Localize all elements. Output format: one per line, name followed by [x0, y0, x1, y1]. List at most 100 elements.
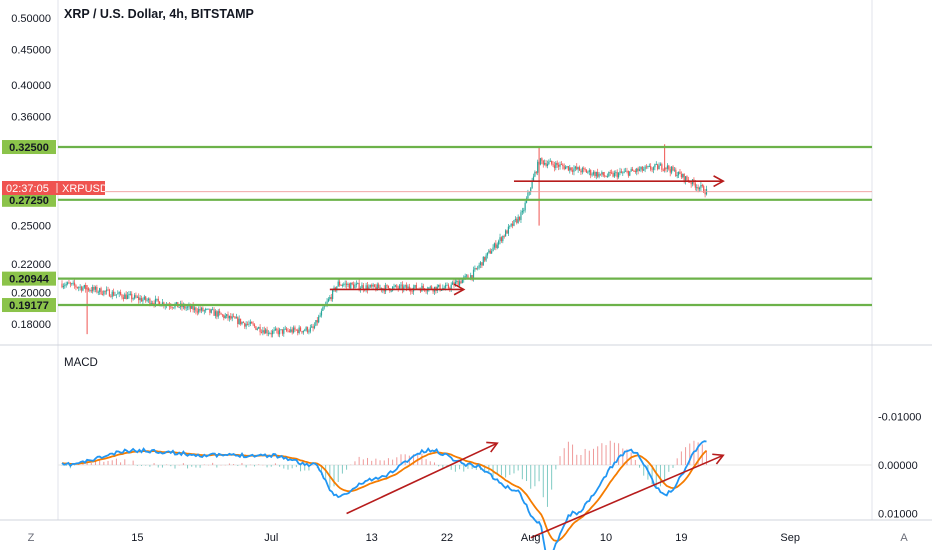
candle-body [230, 315, 232, 319]
candle-body [62, 285, 64, 288]
candle-body [700, 184, 702, 188]
macd-hist-bar [496, 465, 498, 474]
price-tick-label: 0.20000 [11, 287, 51, 299]
candle-body [581, 168, 583, 173]
zoom-button[interactable]: Z [22, 528, 40, 546]
candle-body [492, 247, 494, 252]
price-axis-ticks: 0.50000 0.45000 0.40000 0.36000 0.25000 0.220… [11, 13, 51, 331]
candle-body [252, 323, 254, 325]
candle-body [138, 296, 140, 301]
macd-tick-label: 0.01000 [878, 509, 918, 521]
price-tick-label: 0.36000 [11, 111, 51, 123]
candle-body [326, 301, 328, 305]
macd-hist-bar [191, 465, 193, 467]
candle-body [665, 167, 667, 169]
candle-body [125, 294, 127, 300]
level-label-text: 0.20944 [9, 274, 50, 286]
candle-body [523, 210, 525, 212]
candle-body [509, 225, 511, 227]
candle-body [627, 171, 629, 176]
candle-body [248, 323, 250, 325]
macd-hist-bar [187, 465, 189, 469]
candle-body [107, 289, 109, 291]
candle-body [400, 284, 402, 286]
candle-body [262, 330, 264, 333]
candle-body [535, 171, 537, 173]
trend-arrows [329, 175, 725, 296]
auto-scale-button[interactable]: A [900, 532, 908, 544]
macd-hist-bar [592, 448, 594, 465]
macd-hist-bar [576, 454, 578, 465]
time-tick-label: 22 [441, 532, 453, 544]
candle-body [318, 316, 320, 323]
candle-body [171, 307, 173, 308]
candle-body [514, 219, 516, 220]
candle-body [114, 294, 116, 296]
macd-hist-bar [350, 464, 352, 466]
level-label-2[interactable]: 0.20944 [2, 271, 56, 286]
macd-hist-bar [375, 458, 377, 465]
macd-tick-label: 0.00000 [878, 460, 918, 472]
macd-hist-bar [283, 465, 285, 469]
candle-body [580, 170, 582, 173]
candle-body [128, 294, 130, 296]
candle-body [531, 180, 533, 189]
macd-hist-bar [65, 465, 67, 467]
candle-body [79, 286, 81, 288]
arrow-shaft[interactable] [530, 454, 724, 539]
macd-hist-bar [534, 465, 536, 487]
candle-body [563, 166, 565, 170]
candle-body [244, 322, 246, 327]
macd-hist-bar [174, 465, 176, 469]
candle-body [496, 244, 498, 248]
candle-body [690, 182, 692, 185]
candle-body [146, 300, 148, 301]
candle-body [69, 283, 71, 285]
candle-body [559, 164, 561, 167]
candle-body [83, 285, 85, 288]
macd-hist-bar [333, 465, 335, 487]
candle-body [228, 315, 230, 319]
candle-body [555, 162, 557, 169]
macd-hist-bar [463, 465, 465, 472]
candle-body [369, 285, 371, 287]
candle-body [511, 223, 514, 226]
candle-body [131, 293, 133, 300]
candle-body [196, 311, 198, 313]
macd-hist-bar [320, 465, 322, 475]
level-label-1[interactable]: 0.27250 [2, 192, 56, 207]
level-label-0[interactable]: 0.32500 [2, 140, 56, 155]
candle-body [75, 285, 77, 288]
macd-hist-bar [203, 464, 205, 465]
macd-hist-bar [705, 450, 707, 465]
level-label-3[interactable]: 0.19177 [2, 298, 56, 313]
candle-body [110, 296, 112, 298]
candle-body [269, 333, 271, 335]
candle-body [532, 176, 535, 181]
arrow-shaft[interactable] [346, 442, 498, 515]
candle-body [570, 167, 572, 171]
candle-body [672, 166, 674, 171]
candle-body [583, 168, 585, 169]
macd-hist-bar [567, 441, 569, 465]
macd-hist-bar [304, 465, 306, 471]
candle-body [351, 282, 353, 285]
candle-body [397, 287, 399, 289]
candle-body [615, 172, 617, 174]
macd-hist-bar [563, 448, 565, 465]
candle-body [309, 327, 311, 332]
candle-body [231, 316, 233, 319]
candle-body [80, 286, 83, 291]
macd-hist-bar [555, 465, 557, 470]
candle-body [90, 290, 92, 292]
candle-body [235, 317, 237, 319]
candle-body [210, 309, 212, 313]
candle-body [453, 282, 455, 286]
macd-hist-bar [266, 465, 268, 468]
candle-body [276, 328, 278, 331]
candle-body [524, 202, 526, 211]
candle-body [645, 166, 648, 168]
candle-body [606, 176, 609, 178]
candle-body [185, 307, 187, 309]
candle-body [192, 305, 194, 310]
